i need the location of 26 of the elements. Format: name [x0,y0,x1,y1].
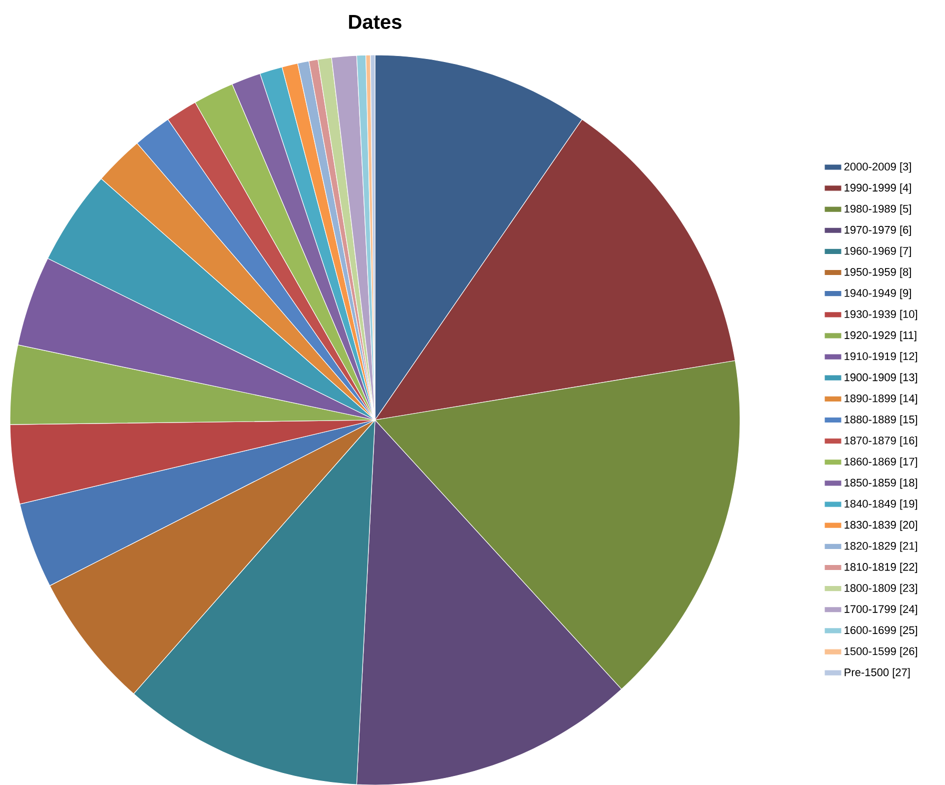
legend-label: 1910-1919 [12] [844,352,918,362]
legend-label: 1810-1819 [22] [844,562,918,573]
legend-label: 1890-1899 [14] [844,394,918,404]
legend-label: 1870-1879 [16] [844,436,918,446]
legend-label: 1960-1969 [7] [844,246,911,257]
legend-label: 1830-1839 [20] [844,520,918,531]
legend-label: 1500-1599 [26] [844,646,918,658]
legend-label: 1800-1809 [23] [844,584,918,594]
legend-label: 1980-1989 [5] [844,204,911,215]
legend-label: 1950-1959 [8] [844,268,911,278]
legend-label: 1840-1849 [19] [844,499,918,510]
legend-label: 1920-1929 [11] [844,330,916,342]
legend-label: 1880-1889 [15] [844,415,918,426]
legend-label: 2000-2009 [3] [844,162,911,173]
legend-label: 1820-1829 [21] [844,542,918,552]
legend-label: 1940-1949 [9] [844,288,911,299]
legend-label: Pre-1500 [27] [844,668,910,678]
legend-label: 1970-1979 [6] [844,225,911,236]
legend-label: 1700-1799 [24] [844,604,918,615]
legend-label: 1850-1859 [18] [844,478,918,489]
legend-label: 1990-1999 [4] [844,183,911,194]
legend-label: 1860-1869 [17] [844,457,918,468]
legend-label: 1600-1699 [25] [844,626,918,636]
legend-label: 1930-1939 [10] [844,310,918,320]
chart-title: Dates [349,14,402,29]
legend-label: 1900-1909 [13] [844,372,918,384]
